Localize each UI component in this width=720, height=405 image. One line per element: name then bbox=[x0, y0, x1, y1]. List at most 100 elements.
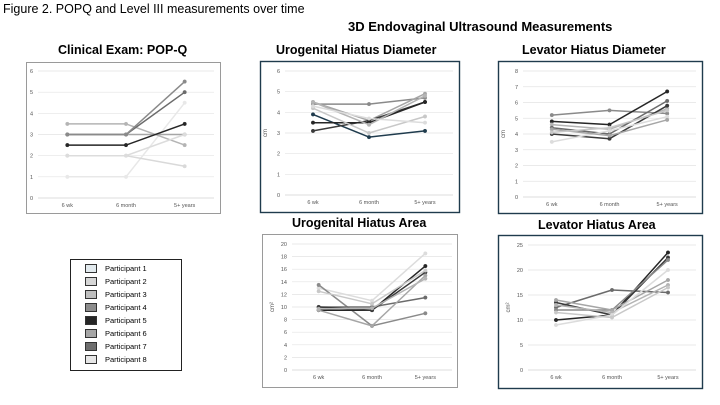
chart-frame bbox=[262, 234, 458, 388]
x-tick-label: 5+ years bbox=[415, 375, 436, 381]
data-point bbox=[423, 276, 428, 281]
data-point bbox=[554, 302, 559, 307]
legend-swatch bbox=[85, 355, 97, 364]
y-tick-label: 3 bbox=[30, 133, 33, 139]
y-tick-label: 14 bbox=[281, 280, 287, 286]
data-point bbox=[665, 290, 670, 295]
legend-label: Participant 8 bbox=[105, 355, 147, 364]
y-tick-label: 20 bbox=[281, 242, 287, 248]
x-tick-label: 6 wk bbox=[307, 200, 319, 206]
data-point bbox=[369, 301, 374, 306]
data-point bbox=[422, 114, 427, 119]
y-tick-label: 8 bbox=[284, 318, 287, 324]
y-tick-label: 2 bbox=[30, 154, 33, 160]
legend-swatch bbox=[85, 329, 97, 338]
data-point bbox=[182, 79, 187, 84]
data-point bbox=[665, 250, 670, 255]
x-tick-label: 6 month bbox=[362, 375, 382, 381]
y-tick-label: 20 bbox=[517, 268, 523, 274]
y-tick-label: 18 bbox=[281, 255, 287, 261]
y-tick-label: 5 bbox=[30, 90, 33, 96]
data-point bbox=[311, 128, 316, 133]
x-tick-label: 5+ years bbox=[174, 203, 195, 209]
data-point bbox=[182, 164, 187, 169]
data-point bbox=[665, 117, 670, 122]
data-point bbox=[665, 285, 670, 290]
figure-title: Figure 2. POPQ and Level III measurement… bbox=[3, 2, 305, 16]
y-tick-label: 6 bbox=[277, 69, 280, 75]
data-point bbox=[665, 103, 670, 108]
legend-label: Participant 4 bbox=[105, 303, 147, 312]
data-point bbox=[182, 90, 187, 95]
data-point bbox=[549, 139, 554, 144]
data-point bbox=[665, 89, 670, 94]
x-tick-label: 6 wk bbox=[546, 202, 558, 208]
data-point bbox=[316, 306, 321, 311]
popq-chart: 0 1 2 3 4 5 6 6 wk 6 month 5+ years bbox=[26, 62, 221, 214]
y-tick-label: 4 bbox=[277, 110, 280, 116]
popq-chart-title: Clinical Exam: POP-Q bbox=[58, 43, 188, 57]
y-tick-label: 0 bbox=[284, 368, 287, 374]
y-tick-label: 16 bbox=[281, 267, 287, 273]
data-point bbox=[554, 298, 559, 303]
y-tick-label: 4 bbox=[515, 132, 518, 138]
lh-area-chart: 0 5 10 15 20 25 6 wk 6 month 5+ years cm² bbox=[497, 234, 704, 390]
y-tick-label: 5 bbox=[277, 90, 280, 96]
legend-swatch bbox=[85, 264, 97, 273]
y-tick-label: 10 bbox=[281, 305, 287, 311]
data-point bbox=[422, 128, 427, 133]
y-tick-label: 6 bbox=[284, 330, 287, 336]
y-tick-label: 6 bbox=[515, 101, 518, 107]
x-tick-label: 6 month bbox=[359, 200, 379, 206]
data-point bbox=[123, 174, 128, 179]
data-point bbox=[366, 130, 371, 135]
data-point bbox=[609, 288, 614, 293]
data-point bbox=[311, 120, 316, 125]
x-tick-label: 6 wk bbox=[313, 375, 325, 381]
chart-frame bbox=[259, 60, 461, 214]
data-point bbox=[311, 100, 316, 105]
y-tick-label: 3 bbox=[515, 148, 518, 154]
y-tick-label: 15 bbox=[517, 293, 523, 299]
data-point bbox=[65, 132, 70, 137]
lh-diameter-chart: 0 1 2 3 4 5 6 7 8 6 wk 6 month 5+ years cm bbox=[497, 60, 704, 215]
y-tick-label: 10 bbox=[517, 318, 523, 324]
y-tick-label: 0 bbox=[277, 193, 280, 199]
data-point bbox=[65, 153, 70, 158]
legend-label: Participant 5 bbox=[105, 316, 147, 325]
x-tick-label: 6 wk bbox=[62, 203, 74, 209]
data-point bbox=[123, 121, 128, 126]
legend-label: Participant 2 bbox=[105, 277, 147, 286]
participant-legend: Participant 1 Participant 2 Participant 3 P… bbox=[70, 259, 182, 371]
y-tick-label: 0 bbox=[520, 368, 523, 374]
data-point bbox=[182, 143, 187, 148]
y-tick-label: 25 bbox=[517, 243, 523, 249]
legend-label: Participant 1 bbox=[105, 264, 147, 273]
ugh-diameter-chart: 0 1 2 3 4 5 6 6 wk 6 month 5+ years cm bbox=[259, 60, 461, 214]
data-point bbox=[423, 251, 428, 256]
y-tick-label: 5 bbox=[515, 116, 518, 122]
data-point bbox=[665, 108, 670, 113]
legend-swatch bbox=[85, 316, 97, 325]
data-point bbox=[182, 121, 187, 126]
data-point bbox=[369, 323, 374, 328]
data-point bbox=[665, 278, 670, 283]
data-point bbox=[423, 264, 428, 269]
y-axis-label: cm bbox=[501, 130, 507, 138]
y-tick-label: 3 bbox=[277, 131, 280, 137]
data-point bbox=[422, 93, 427, 98]
x-tick-label: 6 month bbox=[116, 203, 136, 209]
x-tick-label: 5+ years bbox=[657, 202, 678, 208]
y-tick-label: 6 bbox=[30, 69, 33, 75]
y-tick-label: 7 bbox=[515, 85, 518, 91]
ugh-area-chart: 0 2 4 6 8 10 12 14 16 18 20 6 wk 6 month 5+ years cm² bbox=[262, 234, 458, 388]
data-point bbox=[182, 132, 187, 137]
lh-area-chart-title: Levator Hiatus Area bbox=[538, 218, 656, 232]
y-tick-label: 8 bbox=[515, 69, 518, 75]
data-point bbox=[423, 311, 428, 316]
y-tick-label: 0 bbox=[515, 195, 518, 201]
y-tick-label: 2 bbox=[515, 164, 518, 170]
data-point bbox=[665, 98, 670, 103]
legend-label: Participant 7 bbox=[105, 342, 147, 351]
y-tick-label: 2 bbox=[284, 355, 287, 361]
